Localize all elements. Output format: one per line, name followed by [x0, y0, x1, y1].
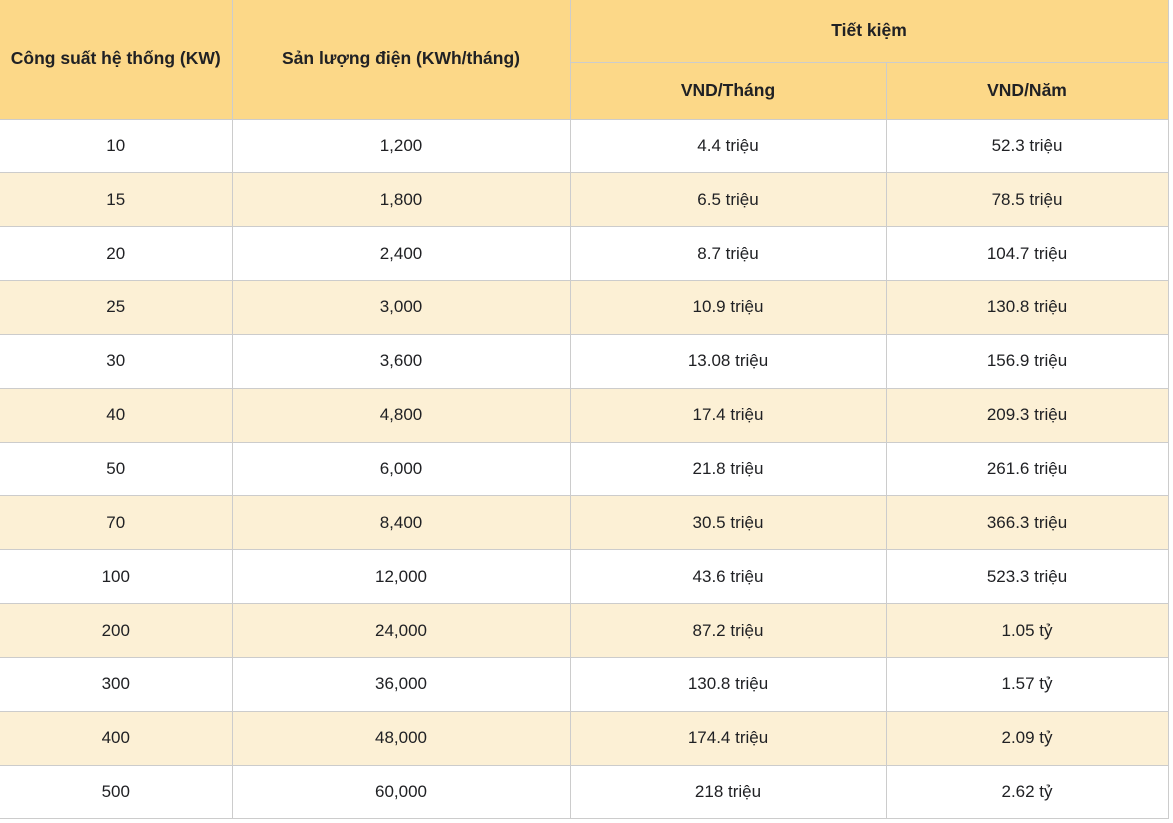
table-cell: 4.4 triệu: [569, 118, 887, 174]
table-cell: 500: [0, 764, 233, 820]
table-cell: 200: [0, 603, 233, 658]
table-cell: 10.9 triệu: [569, 280, 887, 335]
table-cell: 523.3 triệu: [885, 549, 1169, 605]
header-row-sub: VND/Tháng VND/Năm: [0, 61, 1169, 120]
table-row: 100 12,000 43.6 triệu 523.3 triệu: [0, 549, 1169, 605]
table-cell: 17.4 triệu: [569, 387, 887, 443]
table-row: 30 3,600 13.08 triệu 156.9 triệu: [0, 333, 1169, 389]
table-row: 40 4,800 17.4 triệu 209.3 triệu: [0, 387, 1169, 443]
table-cell: 1,800: [231, 172, 571, 228]
table-cell: 6,000: [231, 441, 571, 497]
table-cell: 12,000: [231, 549, 571, 605]
table-cell: 87.2 triệu: [569, 603, 887, 658]
table-cell: 156.9 triệu: [885, 333, 1169, 389]
table-cell: 130.8 triệu: [885, 280, 1169, 335]
table-cell: 10: [0, 118, 233, 174]
table-row: 70 8,400 30.5 triệu 366.3 triệu: [0, 495, 1169, 551]
table-row: 50 6,000 21.8 triệu 261.6 triệu: [0, 441, 1169, 497]
table-cell: 4,800: [231, 387, 571, 443]
table-row: 400 48,000 174.4 triệu 2.09 tỷ: [0, 710, 1169, 766]
table-cell: 20: [0, 226, 233, 282]
table-cell: 52.3 triệu: [885, 118, 1169, 174]
table-cell: 1.05 tỷ: [885, 603, 1169, 658]
table-cell: 78.5 triệu: [885, 172, 1169, 228]
table-cell: 8.7 triệu: [569, 226, 887, 282]
table-cell: 25: [0, 280, 233, 335]
table-cell: 130.8 triệu: [569, 656, 887, 712]
table-cell: 13.08 triệu: [569, 333, 887, 389]
header-savings-per-month: VND/Tháng: [570, 61, 887, 120]
header-system-capacity: Công suất hệ thống (KW): [0, 0, 233, 120]
table-cell: 36,000: [231, 656, 571, 712]
table-cell: 15: [0, 172, 233, 228]
table-cell: 174.4 triệu: [569, 710, 887, 766]
table-cell: 40: [0, 387, 233, 443]
table-cell: 104.7 triệu: [885, 226, 1169, 282]
table-body: 10 1,200 4.4 triệu 52.3 triệu 15 1,800 6.5 tri…: [0, 118, 1169, 820]
table-cell: 261.6 triệu: [885, 441, 1169, 497]
table-cell: 2,400: [231, 226, 571, 282]
table-cell: 2.09 tỷ: [885, 710, 1169, 766]
table-row: 300 36,000 130.8 triệu 1.57 tỷ: [0, 656, 1169, 712]
table-cell: 1,200: [231, 118, 571, 174]
header-savings-per-year: VND/Năm: [885, 61, 1169, 120]
table-cell: 30: [0, 333, 233, 389]
header-savings-group: Tiết kiệm: [569, 0, 1169, 63]
table-cell: 6.5 triệu: [569, 172, 887, 228]
table-row: 15 1,800 6.5 triệu 78.5 triệu: [0, 172, 1169, 228]
table-cell: 43.6 triệu: [569, 549, 887, 605]
table-cell: 8,400: [231, 495, 571, 551]
table-cell: 21.8 triệu: [569, 441, 887, 497]
table-cell: 24,000: [231, 603, 571, 658]
table-cell: 300: [0, 656, 233, 712]
table-header: Công suất hệ thống (KW) Sản lượng điện (…: [0, 0, 1169, 120]
table-row: 500 60,000 218 triệu 2.62 tỷ: [0, 764, 1169, 820]
table-cell: 209.3 triệu: [885, 387, 1169, 443]
table-cell: 60,000: [231, 764, 571, 820]
table-cell: 1.57 tỷ: [885, 656, 1169, 712]
table-cell: 400: [0, 710, 233, 766]
table-row: 200 24,000 87.2 triệu 1.05 tỷ: [0, 603, 1169, 658]
table-cell: 100: [0, 549, 233, 605]
table-cell: 366.3 triệu: [885, 495, 1169, 551]
header-row-group: Công suất hệ thống (KW) Sản lượng điện (…: [0, 0, 1169, 120]
table-row: 20 2,400 8.7 triệu 104.7 triệu: [0, 226, 1169, 282]
table-cell: 218 triệu: [569, 764, 887, 820]
table-cell: 30.5 triệu: [569, 495, 887, 551]
table-cell: 2.62 tỷ: [885, 764, 1169, 820]
table-cell: 3,600: [231, 333, 571, 389]
table-cell: 48,000: [231, 710, 571, 766]
header-electricity-output: Sản lượng điện (KWh/tháng): [231, 0, 571, 120]
table-row: 25 3,000 10.9 triệu 130.8 triệu: [0, 280, 1169, 335]
table-cell: 50: [0, 441, 233, 497]
table-cell: 3,000: [231, 280, 571, 335]
table-cell: 70: [0, 495, 233, 551]
table-row: 10 1,200 4.4 triệu 52.3 triệu: [0, 118, 1169, 174]
